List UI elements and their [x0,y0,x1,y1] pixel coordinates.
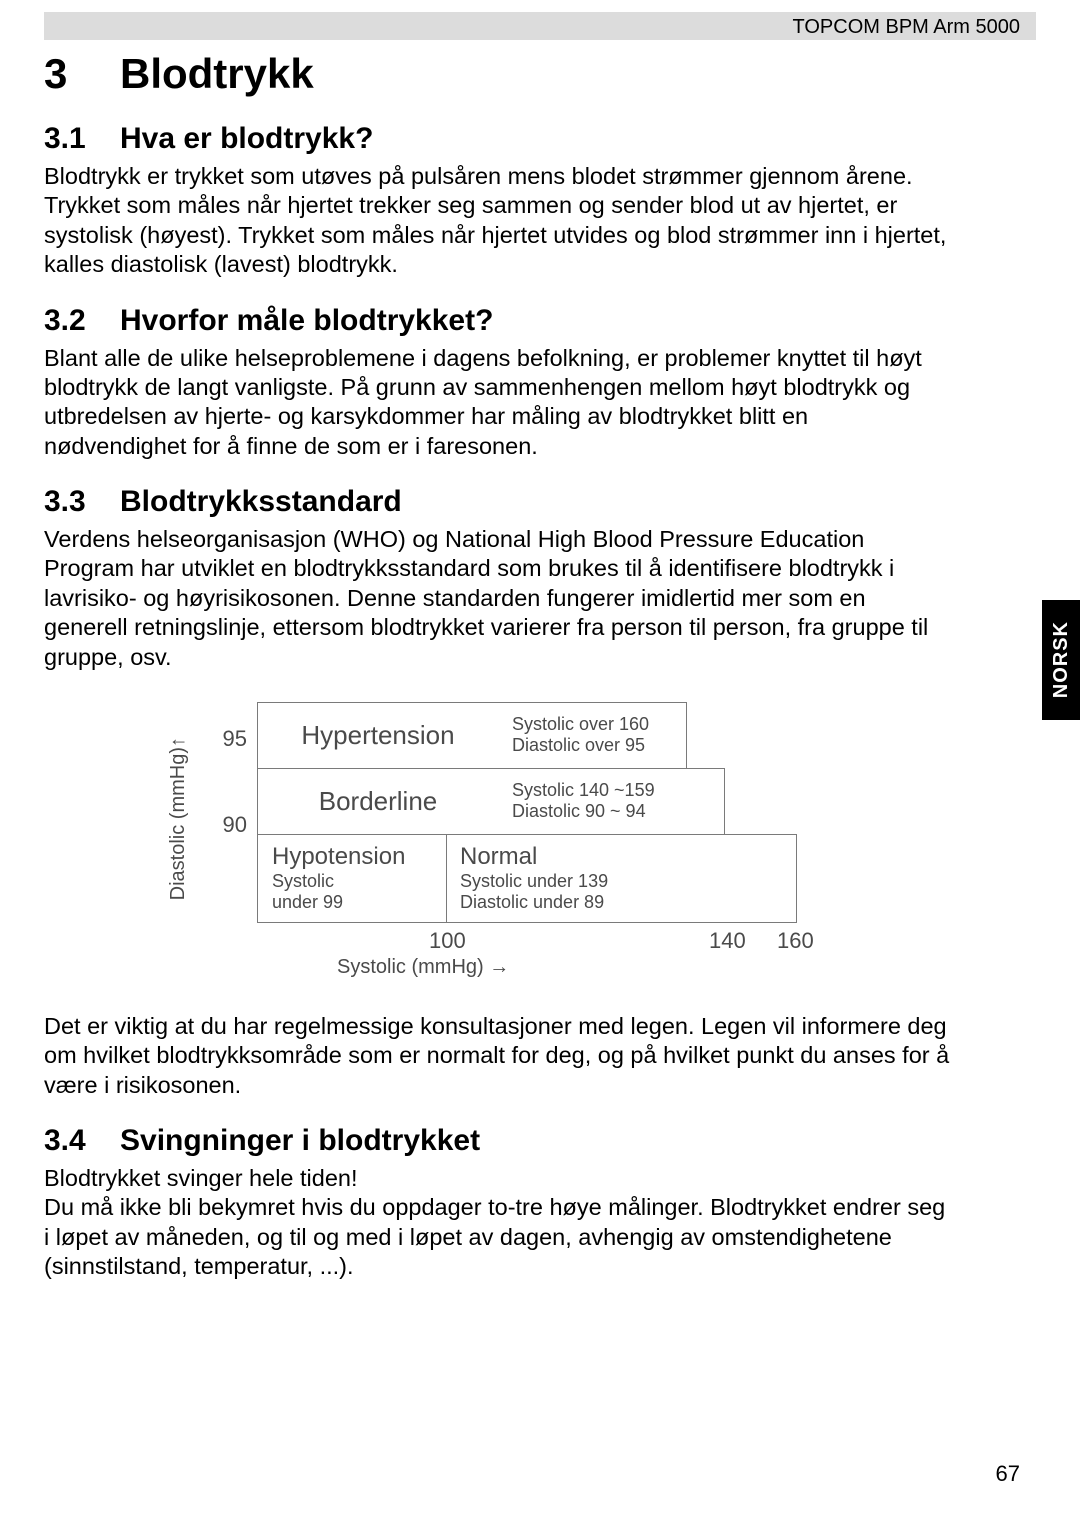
paragraph: Blodtrykk er trykket som utøves på pulså… [44,162,950,280]
subsection-number: 3.4 [44,1124,120,1158]
x-tick: 160 [777,928,814,954]
section-title: Blodtrykk [120,50,314,97]
cell-line: Diastolic over 95 [512,735,672,757]
paragraph: Blodtrykket svinger hele tiden! Du må ik… [44,1164,950,1282]
page-number: 67 [996,1461,1020,1487]
subsection-title: Blodtrykksstandard [120,485,402,518]
chart-baseline [257,922,797,923]
bp-standard-chart: Diastolic (mmHg)↑ 95 90 Hypertension Sys… [177,702,817,982]
cell-title: Hypotension [272,843,432,871]
x-tick: 140 [709,928,746,954]
cell-line: Systolic under 139 [460,871,782,893]
y-tick: 90 [217,812,247,838]
language-tab-label: NORSK [1050,621,1073,698]
cell-line: under 99 [272,892,432,914]
y-tick: 95 [217,726,247,752]
cell-line: Systolic 140 ~159 [512,780,710,802]
subsection-heading: 3.1Hva er blodtrykk? [44,122,950,156]
language-tab: NORSK [1042,600,1080,720]
subsection-number: 3.2 [44,304,120,338]
section-heading: 3Blodtrykk [44,50,950,98]
paragraph: Det er viktig at du har regelmessige kon… [44,1012,950,1100]
subsection-heading: 3.3Blodtrykksstandard [44,485,950,519]
cell-line: Systolic [272,871,432,893]
subsection-title: Hva er blodtrykk? [120,122,373,155]
chart-row-hypertension: Hypertension Systolic over 160 Diastolic… [257,702,687,768]
subsection-title: Svingninger i blodtrykket [120,1124,480,1157]
chart-vertical-separator [446,835,447,923]
y-axis-label: Diastolic (mmHg)↑ [167,737,190,900]
cell-title: Borderline [319,786,438,817]
x-axis-label: Systolic (mmHg) → [337,956,509,979]
cell-line: Diastolic 90 ~ 94 [512,801,710,823]
chart-row-borderline: Borderline Systolic 140 ~159 Diastolic 9… [257,768,725,834]
chart-grid: Hypertension Systolic over 160 Diastolic… [257,702,797,922]
paragraph: Verdens helseorganisasjon (WHO) og Natio… [44,525,950,672]
section-number: 3 [44,50,120,98]
subsection-heading: 3.2Hvorfor måle blodtrykket? [44,304,950,338]
content-area: 3Blodtrykk 3.1Hva er blodtrykk? Blodtryk… [44,50,950,1282]
cell-line: Diastolic under 89 [460,892,782,914]
subsection-title: Hvorfor måle blodtrykket? [120,304,493,337]
x-tick: 100 [429,928,466,954]
chart-row-normal: Hypotension Systolic under 99 Normal Sys… [257,834,797,922]
cell-title: Normal [460,843,782,871]
subsection-number: 3.1 [44,122,120,156]
subsection-heading: 3.4Svingninger i blodtrykket [44,1124,950,1158]
cell-title: Hypertension [301,720,454,751]
subsection-number: 3.3 [44,485,120,519]
header-product-name: TOPCOM BPM Arm 5000 [793,16,1020,39]
page: TOPCOM BPM Arm 5000 NORSK 3Blodtrykk 3.1… [0,0,1080,1527]
cell-line: Systolic over 160 [512,714,672,736]
paragraph: Blant alle de ulike helseproblemene i da… [44,344,950,462]
